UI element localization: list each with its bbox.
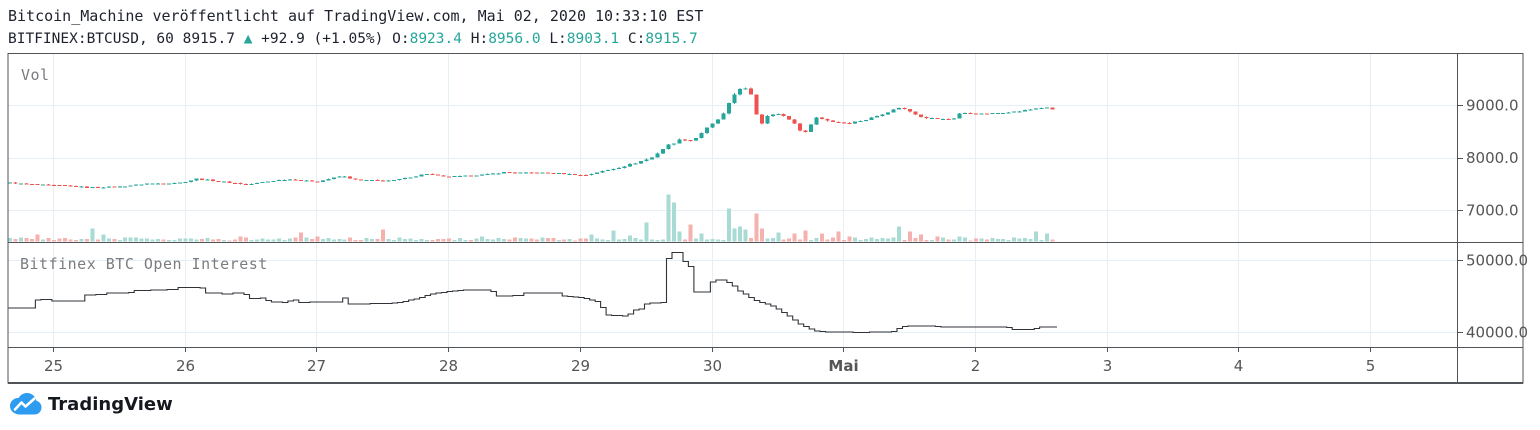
chart-title: Bitcoin_Machine veröffentlicht auf Tradi…	[8, 7, 704, 25]
oi-axis-label: 50000.0	[1466, 252, 1528, 270]
price-axis-label: 9000.0	[1466, 97, 1519, 115]
time-axis-label: 3	[1103, 357, 1113, 375]
ohlc-value: 8915.7	[645, 31, 698, 47]
change-text: +92.9 (+1.05%)	[252, 31, 393, 47]
time-axis-label: 5	[1366, 357, 1376, 375]
price-axis-label: 8000.0	[1466, 149, 1519, 167]
ohlc-key: L:	[549, 31, 567, 47]
change-up-arrow-icon: ▲	[243, 31, 253, 47]
ohlc-key: O:	[392, 31, 410, 47]
ohlc-key: C:	[627, 31, 646, 47]
symbol-info-line: BITFINEX:BTCUSD, 60 8915.7 ▲ +92.9 (+1.0…	[8, 30, 698, 49]
tradingview-cloud-icon	[10, 393, 42, 415]
oi-axis-label: 40000.0	[1466, 324, 1528, 342]
open-interest-line	[8, 251, 1057, 334]
time-axis-label: Mai	[828, 357, 858, 375]
price-axis-label: 7000.0	[1466, 202, 1519, 220]
ohlc-values: O:8923.4 H:8956.0 L:8903.1 C:8915.7	[392, 31, 698, 47]
time-axis-label: 28	[439, 357, 458, 375]
gridlines	[8, 53, 1457, 347]
time-axis-label: 30	[703, 357, 722, 375]
time-axis-label: 25	[44, 357, 63, 375]
symbol-text: BITFINEX:BTCUSD, 60 8915.7	[8, 31, 244, 47]
time-axis-label: 27	[307, 357, 326, 375]
ohlc-value: 8903.1	[566, 31, 620, 47]
tradingview-brand-text: TradingView	[48, 394, 173, 415]
ohlc-key: H:	[470, 31, 489, 47]
panel-borders	[7, 53, 1524, 384]
time-axis-label: 26	[176, 357, 195, 375]
ohlc-value: 8956.0	[488, 31, 541, 47]
open-interest-label: Bitfinex BTC Open Interest	[20, 255, 268, 273]
volume-bars	[8, 194, 1055, 242]
tradingview-logo: TradingView	[8, 392, 173, 417]
time-axis-label: 4	[1234, 357, 1244, 375]
time-axis-label: 2	[971, 357, 981, 375]
candlesticks	[8, 87, 1055, 189]
ohlc-value: 8923.4	[409, 31, 462, 47]
time-axis-label: 29	[571, 357, 590, 375]
volume-label: Vol	[21, 66, 50, 84]
